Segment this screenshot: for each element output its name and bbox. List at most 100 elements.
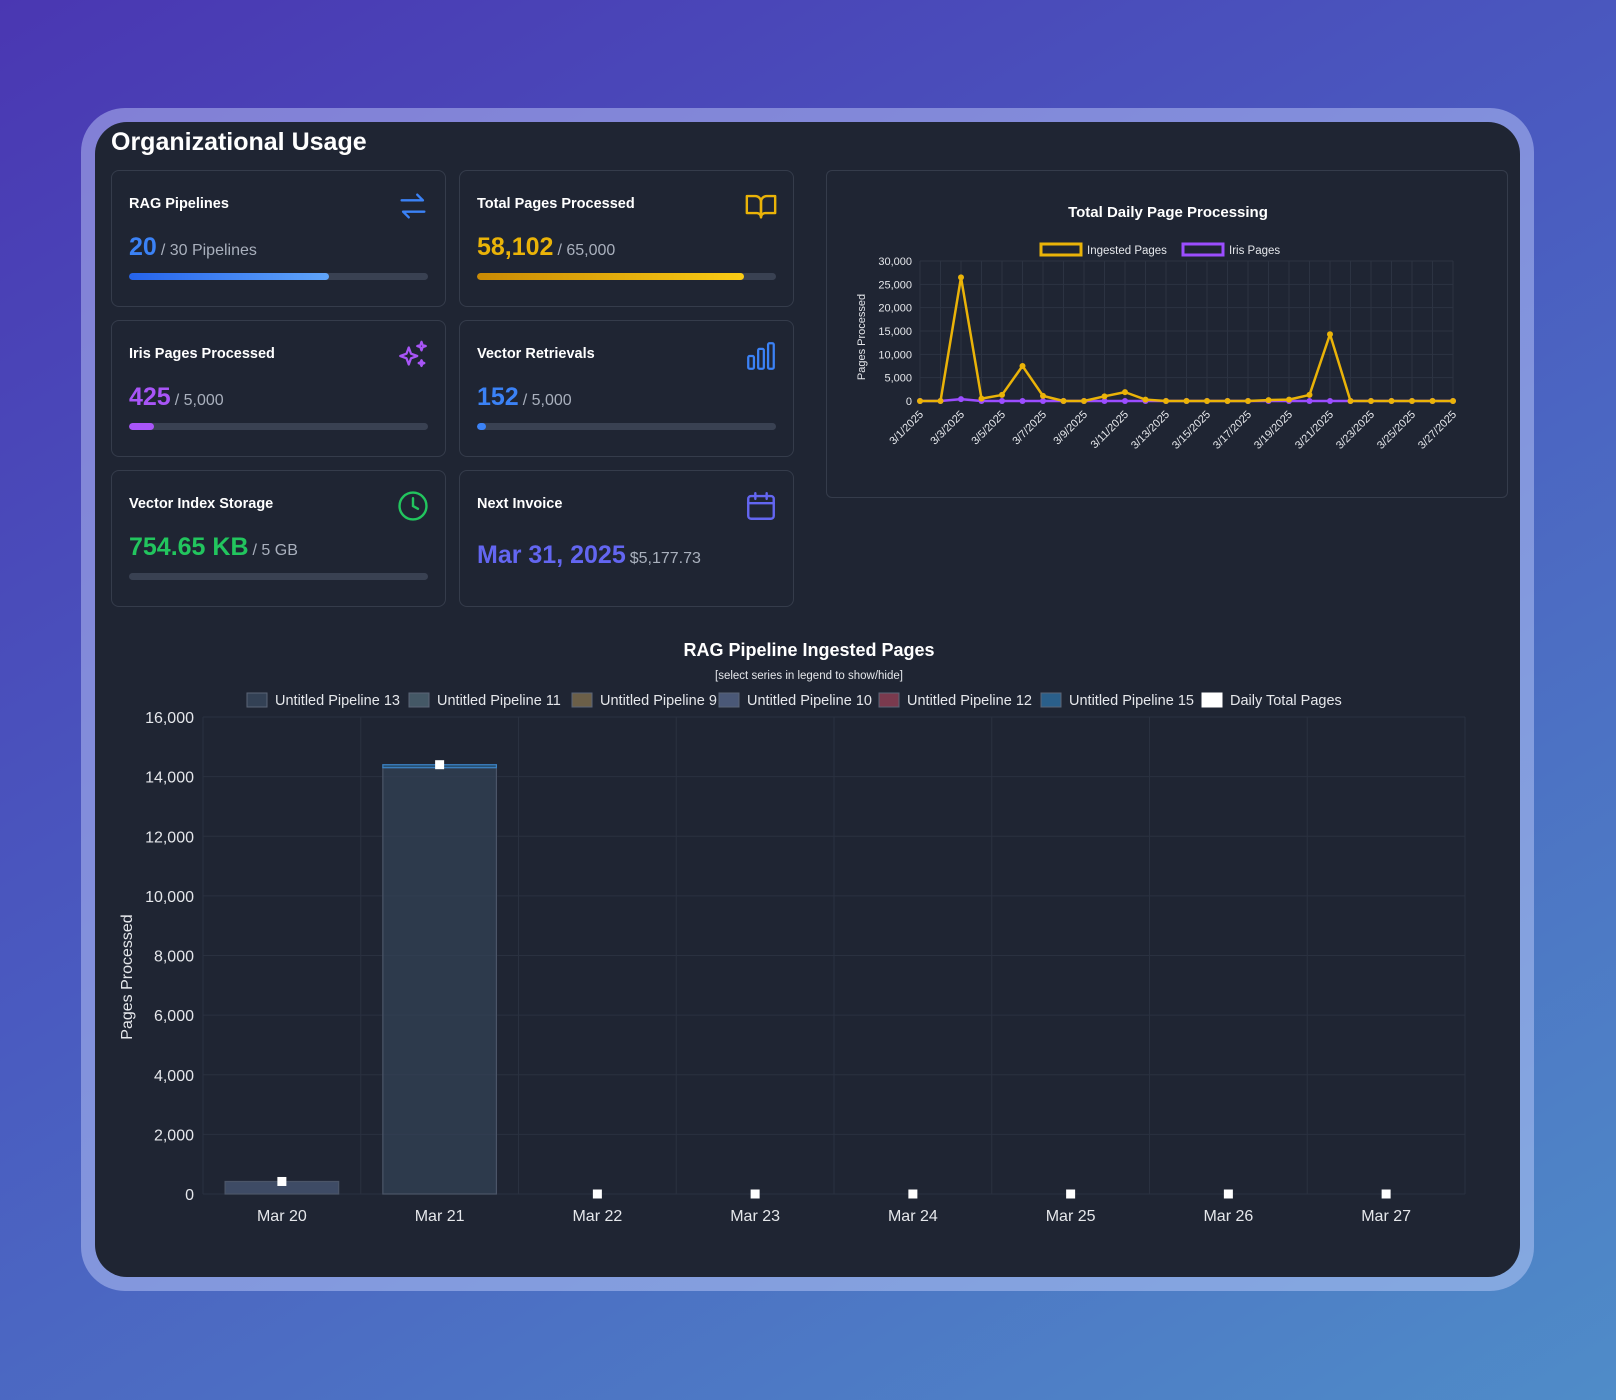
clock-icon	[396, 489, 430, 523]
line-chart-ylabel: Pages Processed	[856, 294, 868, 380]
line-series	[917, 274, 1456, 404]
line-y-tick: 25,000	[878, 279, 912, 291]
card-value: 754.65 KB	[129, 533, 249, 561]
line-point-ingested	[1122, 389, 1128, 396]
legend-swatch-2[interactable]	[571, 692, 593, 708]
line-point-ingested	[1101, 393, 1108, 400]
card-total: / 65,000	[557, 242, 616, 259]
progress-bar	[477, 423, 776, 430]
line-point-ingested	[1409, 398, 1415, 404]
daily-processing-chart: Total Daily Page Processing Ingested Pag…	[856, 204, 1459, 452]
daily-total-point	[592, 1189, 602, 1199]
line-x-tick: 3/7/2025	[1010, 409, 1049, 448]
bar-y-axis: 16,000 14,000 12,000 10,000 8,000 6,000 4,000 2…	[145, 710, 194, 1204]
legend-label-5[interactable]: Untitled Pipeline 15	[1069, 693, 1194, 709]
legend-swatch-0[interactable]	[246, 692, 268, 708]
usage-panel: Organizational Usage RAG Pipelines 20/ 3…	[95, 122, 1520, 1277]
card-value-row: Mar 31, 2025 $5,177.73	[477, 541, 701, 570]
legend-swatch-1[interactable]	[408, 692, 430, 708]
bar-y-tick: 12,000	[145, 829, 194, 846]
card-title: Iris Pages Processed	[129, 346, 275, 362]
vector-storage-card: Vector Index Storage 754.65 KB/ 5 GB	[111, 470, 446, 607]
line-point-ingested	[1204, 398, 1210, 404]
progress-bar	[477, 273, 776, 280]
legend-iris-label[interactable]: Iris Pages	[1229, 245, 1280, 257]
legend-label-2[interactable]: Untitled Pipeline 9	[600, 693, 717, 709]
card-total: / 5 GB	[252, 542, 298, 559]
line-x-tick: 3/1/2025	[887, 409, 926, 448]
line-point-ingested	[917, 398, 923, 404]
legend-swatch-5[interactable]	[1040, 692, 1062, 708]
line-legend[interactable]: Ingested Pages Iris Pages	[1039, 242, 1280, 257]
next-invoice-card: Next Invoice Mar 31, 2025 $5,177.73	[459, 470, 794, 607]
line-point-ingested	[1163, 398, 1169, 404]
line-point-ingested	[1347, 398, 1354, 404]
bar-y-tick: 6,000	[154, 1008, 194, 1025]
arrows-exchange-icon	[396, 189, 430, 223]
page-title: Organizational Usage	[111, 128, 367, 156]
daily-total-point	[1381, 1189, 1391, 1199]
card-value-row: 425/ 5,000	[129, 383, 224, 412]
bar-y-tick: 14,000	[145, 770, 194, 787]
bar-x-tick: Mar 22	[572, 1208, 622, 1225]
card-value: 152	[477, 383, 519, 411]
card-total: / 5,000	[522, 392, 572, 409]
line-point-ingested	[1388, 398, 1395, 404]
line-point-iris	[1101, 398, 1108, 404]
legend-label-3[interactable]: Untitled Pipeline 10	[747, 693, 872, 709]
line-point-ingested	[1265, 397, 1272, 404]
progress-bar	[129, 423, 428, 430]
progress-bar	[129, 273, 428, 280]
legend-swatch-3[interactable]	[718, 692, 740, 708]
line-y-tick: 15,000	[878, 326, 912, 338]
line-x-tick: 3/25/2025	[1375, 409, 1418, 452]
line-point-ingested	[1224, 398, 1231, 404]
legend-label-0[interactable]: Untitled Pipeline 13	[275, 693, 400, 709]
legend-label-6[interactable]: Daily Total Pages	[1230, 693, 1342, 709]
line-x-tick: 3/9/2025	[1051, 409, 1090, 448]
calendar-icon	[744, 489, 778, 523]
legend-swatch-6[interactable]	[1201, 692, 1223, 708]
line-point-iris	[1306, 398, 1313, 404]
rag-pipelines-card: RAG Pipelines 20/ 30 Pipelines	[111, 170, 446, 307]
daily-total-point	[750, 1189, 760, 1199]
bar-legend[interactable]: Untitled Pipeline 13 Untitled Pipeline 11…	[246, 692, 1342, 709]
bar-chart-subtitle: [select series in legend to show/hide]	[715, 670, 903, 682]
bar-x-tick: Mar 25	[1046, 1208, 1096, 1225]
bar-chart-icon	[744, 339, 778, 373]
legend-ingested-label[interactable]: Ingested Pages	[1087, 245, 1167, 257]
bar-x-tick: Mar 26	[1203, 1208, 1253, 1225]
vector-retrievals-card: Vector Retrievals 152/ 5,000	[459, 320, 794, 457]
card-value: 425	[129, 383, 171, 411]
line-y-axis: 30,000 25,000 20,000 15,000 10,000 5,000 0	[878, 256, 912, 408]
daily-total-point	[908, 1189, 918, 1199]
legend-label-1[interactable]: Untitled Pipeline 11	[437, 693, 561, 709]
card-title: Vector Index Storage	[129, 496, 274, 512]
legend-label-4[interactable]: Untitled Pipeline 12	[907, 693, 1032, 709]
card-total: $5,177.73	[629, 550, 701, 567]
line-y-tick: 0	[906, 396, 912, 408]
line-point-ingested	[1183, 398, 1190, 404]
line-point-ingested	[1286, 396, 1292, 403]
bar-x-tick: Mar 20	[257, 1208, 307, 1225]
line-y-tick: 20,000	[878, 303, 912, 315]
card-title: Total Pages Processed	[477, 196, 635, 212]
progress-fill	[129, 273, 330, 280]
card-value-row: 754.65 KB/ 5 GB	[129, 533, 298, 562]
bar-x-tick: Mar 24	[888, 1208, 938, 1225]
progress-bar	[129, 573, 428, 580]
daily-total-point	[277, 1176, 287, 1186]
line-x-axis: 3/1/2025 3/3/2025 3/5/2025 3/7/2025 3/9/2025…	[887, 409, 1459, 452]
line-point-iris	[1019, 398, 1026, 404]
card-title: Next Invoice	[477, 496, 563, 512]
daily-total-point	[1066, 1189, 1076, 1199]
line-y-tick: 30,000	[878, 256, 912, 268]
line-point-ingested	[937, 398, 944, 404]
line-x-tick: 3/13/2025	[1129, 409, 1172, 452]
legend-iris-swatch[interactable]	[1181, 242, 1225, 257]
bar-y-tick: 16,000	[145, 710, 194, 727]
line-point-ingested	[1019, 363, 1026, 369]
legend-swatch-4[interactable]	[878, 692, 900, 708]
legend-ingested-swatch[interactable]	[1039, 242, 1083, 257]
line-point-ingested	[1306, 391, 1313, 398]
